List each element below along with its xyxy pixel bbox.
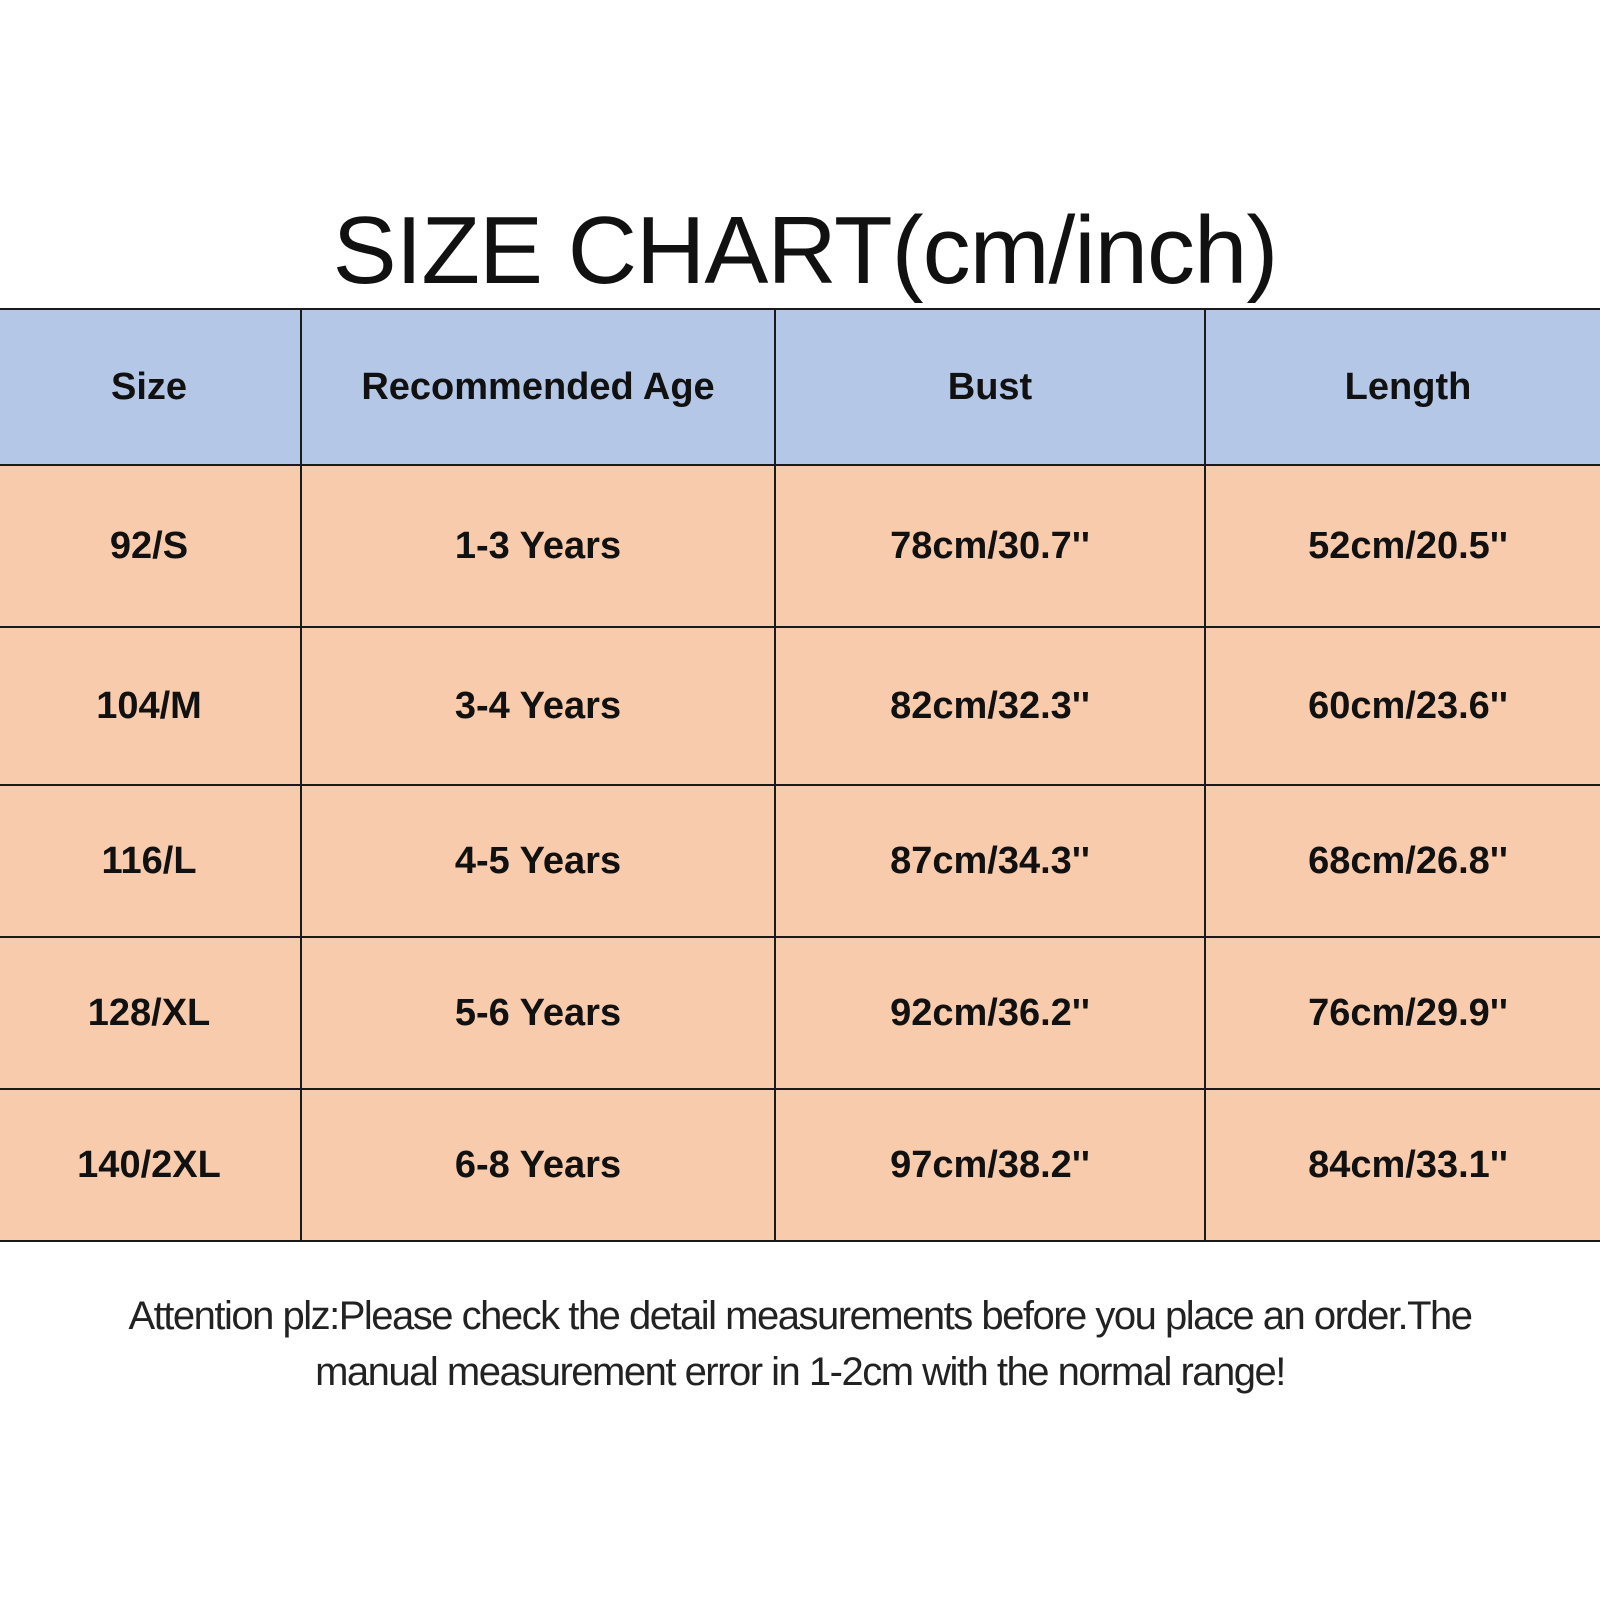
cell-length: 76cm/29.9'' [1204, 936, 1600, 1090]
cell-age: 4-5 Years [300, 784, 776, 938]
cell-length: 60cm/23.6'' [1204, 626, 1600, 786]
table-row: 116/L 4-5 Years 87cm/34.3'' 68cm/26.8'' [0, 784, 1600, 938]
header-age: Recommended Age [300, 308, 776, 466]
table-row: 140/2XL 6-8 Years 97cm/38.2'' 84cm/33.1'' [0, 1088, 1600, 1242]
size-table: Size Recommended Age Bust Length 92/S 1-3… [0, 308, 1600, 1242]
cell-age: 5-6 Years [300, 936, 776, 1090]
table-row: 92/S 1-3 Years 78cm/30.7'' 52cm/20.5'' [0, 464, 1600, 628]
attention-note: Attention plz:Please check the detail me… [0, 1288, 1600, 1400]
note-line-1: Attention plz:Please check the detail me… [128, 1294, 1473, 1338]
cell-bust: 82cm/32.3'' [774, 626, 1206, 786]
cell-size: 104/M [0, 626, 302, 786]
header-length: Length [1204, 308, 1600, 466]
cell-size: 116/L [0, 784, 302, 938]
cell-bust: 87cm/34.3'' [774, 784, 1206, 938]
table-row: 104/M 3-4 Years 82cm/32.3'' 60cm/23.6'' [0, 626, 1600, 786]
table-header-row: Size Recommended Age Bust Length [0, 308, 1600, 466]
cell-age: 3-4 Years [300, 626, 776, 786]
cell-age: 1-3 Years [300, 464, 776, 628]
cell-size: 128/XL [0, 936, 302, 1090]
cell-size: 92/S [0, 464, 302, 628]
cell-bust: 97cm/38.2'' [774, 1088, 1206, 1242]
table-row: 128/XL 5-6 Years 92cm/36.2'' 76cm/29.9'' [0, 936, 1600, 1090]
cell-bust: 78cm/30.7'' [774, 464, 1206, 628]
cell-length: 84cm/33.1'' [1204, 1088, 1600, 1242]
cell-size: 140/2XL [0, 1088, 302, 1242]
header-bust: Bust [774, 308, 1206, 466]
note-line-2: manual measurement error in 1-2cm with t… [315, 1350, 1286, 1394]
cell-length: 68cm/26.8'' [1204, 784, 1600, 938]
header-size: Size [0, 308, 302, 466]
page-title: SIZE CHART(cm/inch) [332, 197, 1279, 304]
cell-length: 52cm/20.5'' [1204, 464, 1600, 628]
cell-age: 6-8 Years [300, 1088, 776, 1242]
cell-bust: 92cm/36.2'' [774, 936, 1206, 1090]
